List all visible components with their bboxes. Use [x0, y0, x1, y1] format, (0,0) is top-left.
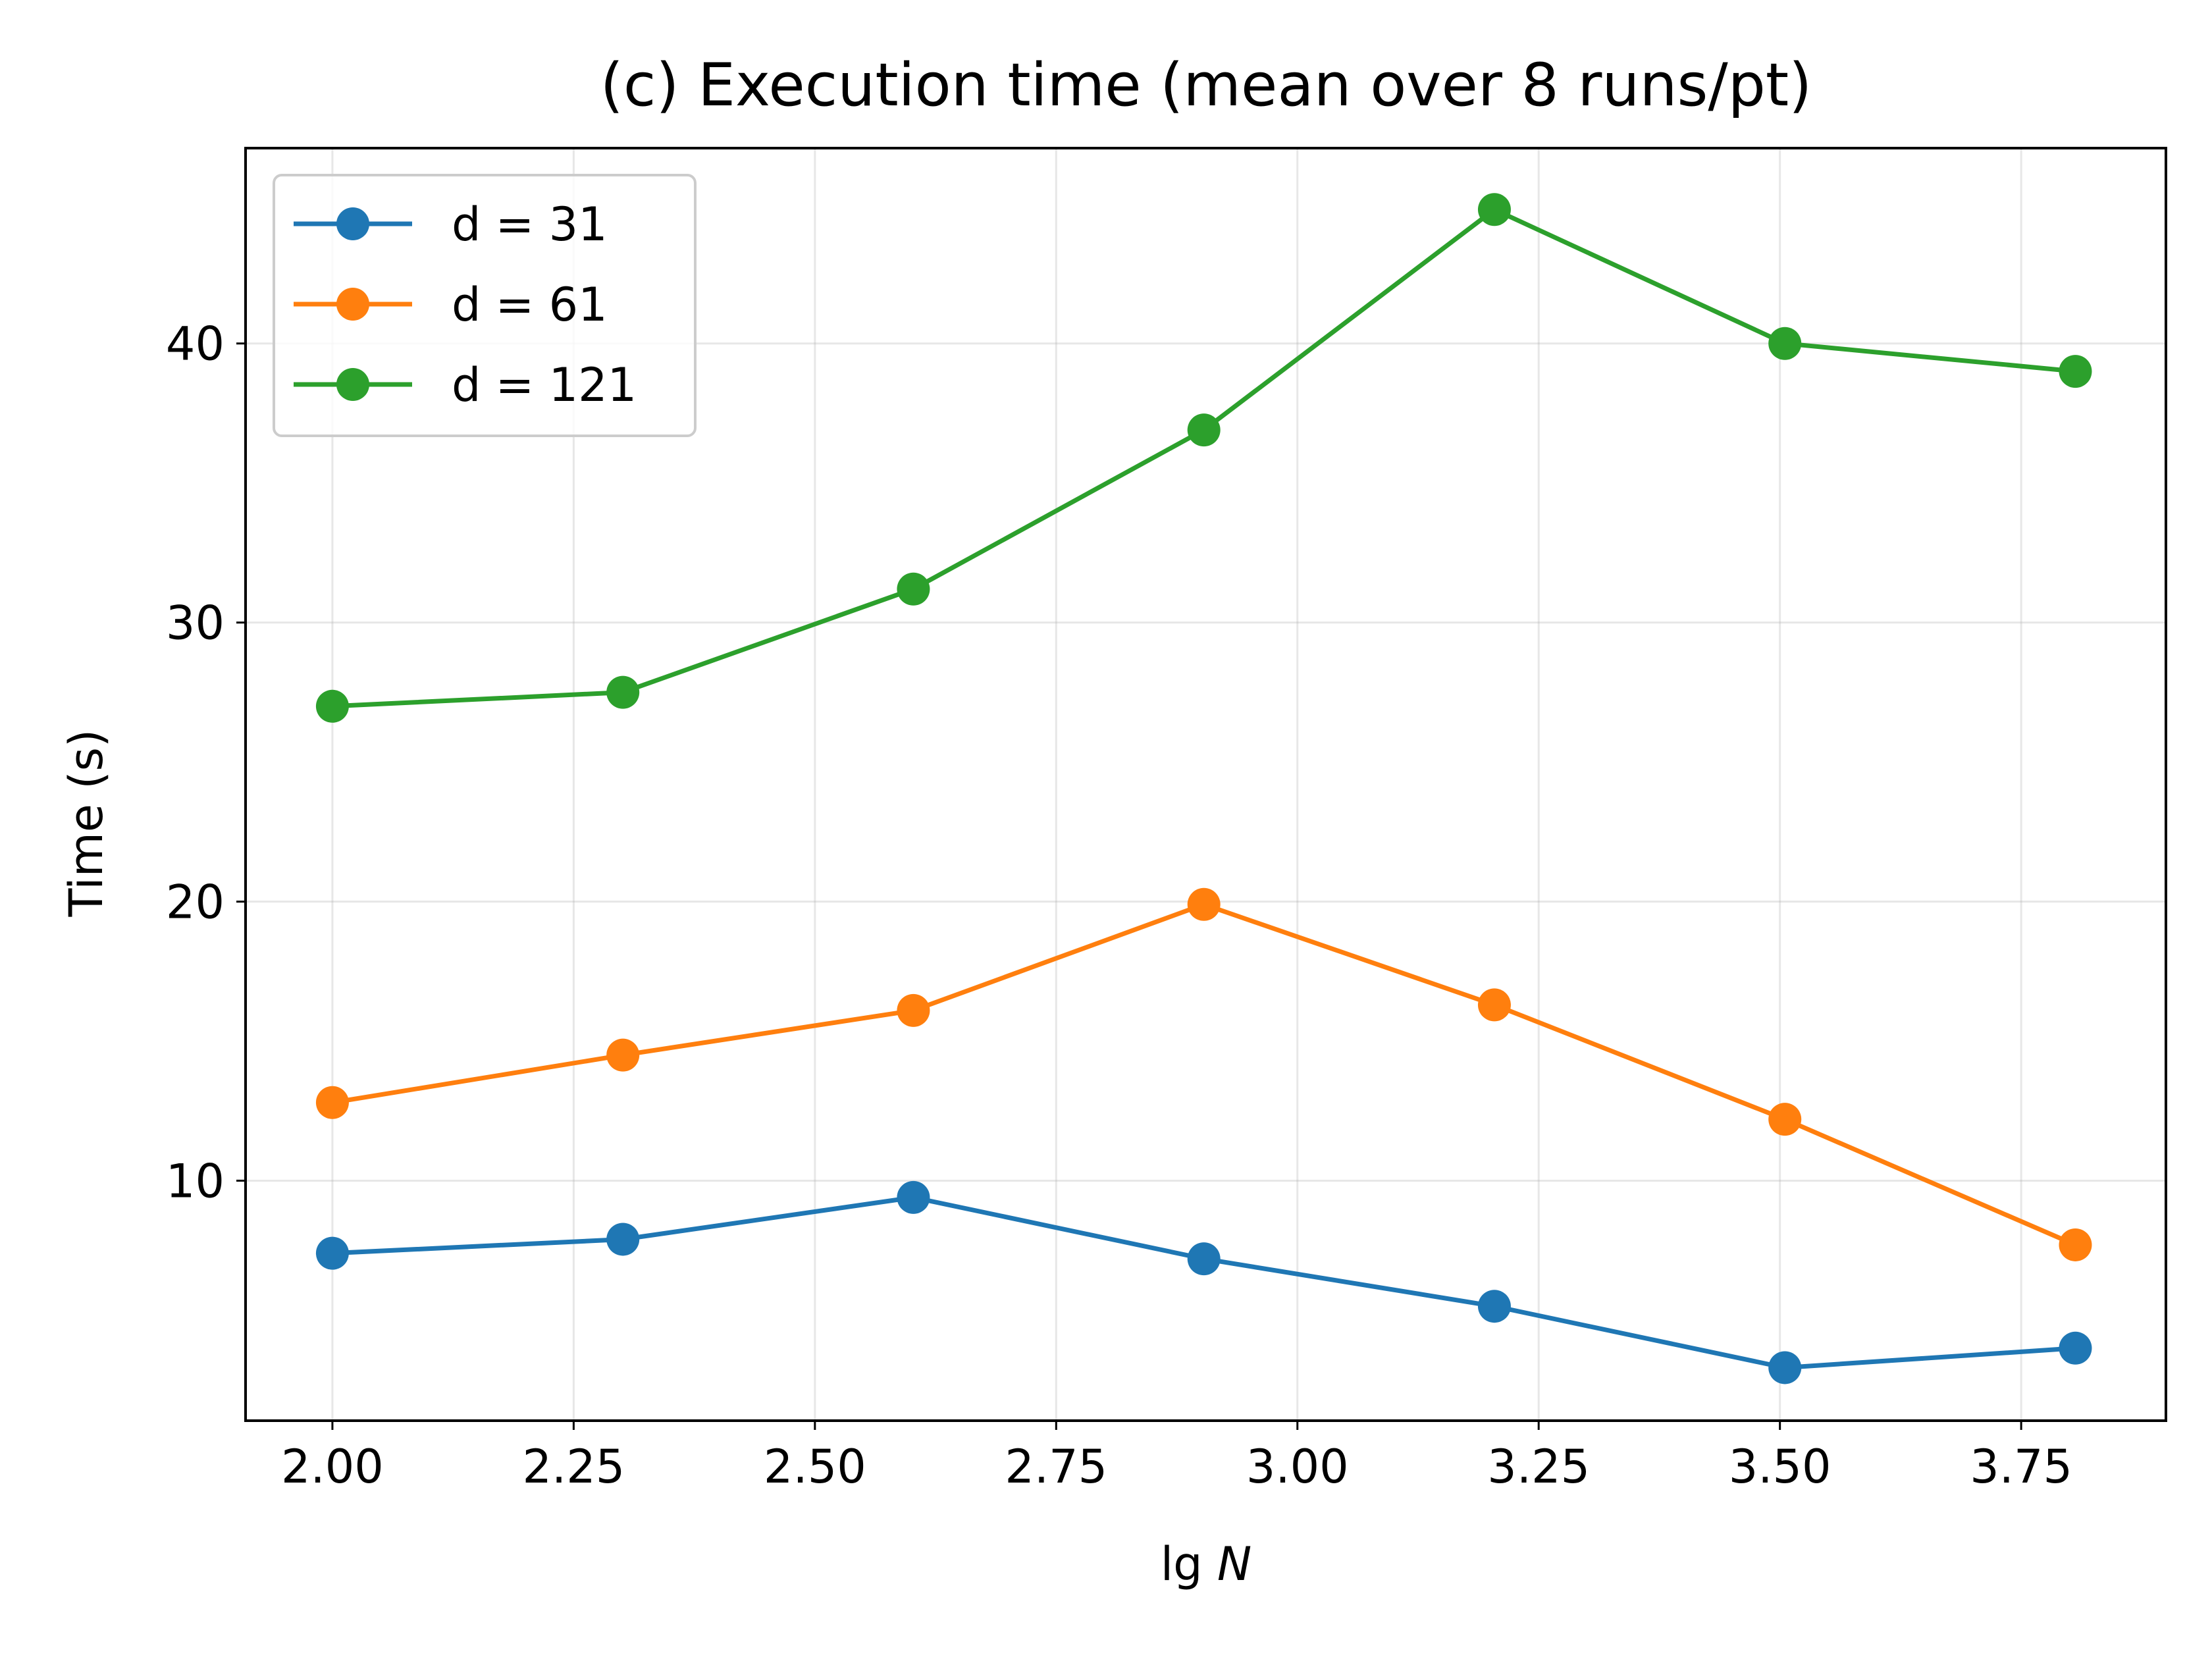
data-point	[1477, 988, 1511, 1022]
series-lines	[315, 193, 2092, 1384]
y-axis-label: Time (s)	[59, 729, 113, 918]
x-tick-label: 2.50	[764, 1440, 866, 1494]
data-point	[2059, 1331, 2092, 1365]
data-point	[1187, 887, 1221, 921]
legend-label: d = 31	[452, 198, 608, 251]
data-point	[1477, 193, 1511, 226]
data-point	[897, 1180, 930, 1214]
axis-ticks: 2.00 2.25 2.50 2.75 3.00 3.25 3.50 3.75 10 20 30 40	[166, 317, 2072, 1494]
data-point	[2059, 1228, 2092, 1261]
data-point	[1187, 1242, 1221, 1276]
legend-label: d = 121	[452, 358, 637, 412]
series-group	[315, 887, 2092, 1261]
data-point	[315, 689, 349, 723]
x-tick-label: 2.25	[522, 1440, 625, 1494]
series-group	[315, 1180, 2092, 1384]
data-point	[2059, 355, 2092, 388]
y-tick-label: 40	[166, 317, 224, 371]
chart-title: (c) Execution time (mean over 8 runs/pt)	[600, 51, 1812, 120]
data-point	[1477, 1290, 1511, 1323]
legend-marker	[336, 207, 369, 240]
x-tick-label: 2.00	[281, 1440, 384, 1494]
x-tick-label: 3.50	[1729, 1440, 1831, 1494]
x-axis-label-variable: N	[1217, 1537, 1251, 1591]
legend: d = 31 d = 61 d = 121	[273, 174, 697, 437]
data-point	[897, 572, 930, 606]
data-point	[606, 1038, 640, 1072]
data-point	[1768, 327, 1802, 360]
y-tick-label: 30	[166, 596, 224, 650]
x-tick-label: 3.00	[1246, 1440, 1349, 1494]
data-point	[606, 675, 640, 709]
legend-box	[273, 174, 697, 437]
y-tick-label: 10	[166, 1154, 224, 1208]
data-point	[315, 1086, 349, 1119]
legend-marker	[336, 288, 369, 321]
data-point	[1768, 1103, 1802, 1136]
data-point	[1187, 413, 1221, 447]
data-point	[1768, 1351, 1802, 1384]
x-tick-label: 3.75	[1970, 1440, 2072, 1494]
series-group	[315, 193, 2092, 723]
x-tick-label: 3.25	[1487, 1440, 1590, 1494]
data-point	[606, 1223, 640, 1256]
data-point	[897, 993, 930, 1027]
x-axis-label-prefix: lg	[1161, 1537, 1217, 1591]
plot-frame	[244, 147, 2167, 1422]
data-point	[315, 1236, 349, 1270]
legend-label: d = 61	[452, 278, 608, 332]
legend-marker	[336, 368, 369, 401]
x-axis-label: lg N	[1161, 1537, 1252, 1591]
y-tick-label: 20	[166, 876, 224, 930]
x-tick-label: 2.75	[1005, 1440, 1107, 1494]
